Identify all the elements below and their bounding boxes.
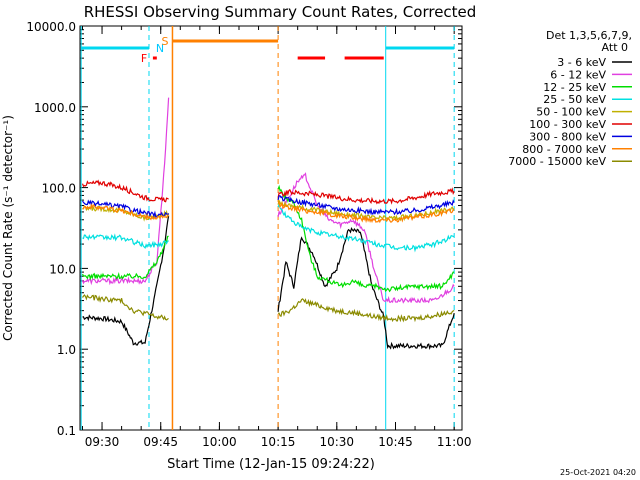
plot-area: 0.1 1.0 10.0 100.0 1000.0 10000.0 09:30 09:45 10… xyxy=(26,20,471,449)
x-tick-label: 10:00 xyxy=(202,435,237,449)
series-line xyxy=(277,172,455,304)
legend-label: 7000 - 15000 keV xyxy=(508,155,606,168)
series-line xyxy=(82,199,170,218)
series-line xyxy=(277,298,455,323)
y-tick-label: 10.0 xyxy=(49,262,76,276)
y-tick-label: 100.0 xyxy=(42,182,76,196)
flag-letter-n: N xyxy=(156,42,164,55)
series-line xyxy=(277,195,455,216)
legend-label: 25 - 50 keV xyxy=(543,93,606,106)
legend-label: 50 - 100 keV xyxy=(536,106,606,119)
series-line xyxy=(277,202,455,253)
x-tick-label: 10:30 xyxy=(319,435,354,449)
legend-header-line-1: Det 1,3,5,6,7,9, xyxy=(546,29,632,42)
legend-label: 100 - 300 keV xyxy=(529,118,606,131)
series-line xyxy=(82,233,169,250)
legend-label: 300 - 800 keV xyxy=(529,130,606,143)
x-axis-label: Start Time (12-Jan-15 09:24:22) xyxy=(167,457,375,472)
y-tick-label: 0.1 xyxy=(57,424,76,438)
series-line xyxy=(277,227,455,350)
series-line xyxy=(277,187,455,205)
flag-letter-s: S xyxy=(162,35,169,48)
legend-label: 3 - 6 keV xyxy=(557,56,606,69)
x-tick-label: 10:15 xyxy=(261,435,296,449)
series-line xyxy=(277,184,455,293)
y-tick-label: 1.0 xyxy=(57,343,76,357)
legend-label: 800 - 7000 keV xyxy=(522,143,606,156)
legend-header-line-2: Att 0 xyxy=(602,41,628,54)
series-line xyxy=(81,235,169,281)
plot-frame xyxy=(79,25,463,431)
legend-label: 6 - 12 keV xyxy=(550,68,606,81)
series-line xyxy=(82,294,169,321)
x-tick-label: 09:30 xyxy=(85,435,120,449)
footer-date: 25-Oct-2021 04:20 xyxy=(560,468,636,477)
x-tick-label: 10:45 xyxy=(378,435,413,449)
chart-title: RHESSI Observing Summary Count Rates, Co… xyxy=(84,3,477,21)
flag-letter-f: F xyxy=(141,52,147,65)
y-tick-label: 10000.0 xyxy=(26,20,76,34)
y-tick-label: 1000.0 xyxy=(34,101,76,115)
series-line xyxy=(81,179,169,203)
legend-label: 12 - 25 keV xyxy=(543,81,606,94)
x-tick-label: 09:45 xyxy=(143,435,178,449)
series-line xyxy=(82,203,170,221)
series-line xyxy=(277,201,455,224)
y-axis-label: Corrected Count Rate (s⁻¹ detector⁻¹) xyxy=(1,115,15,341)
series-line xyxy=(82,215,170,346)
x-tick-label: 11:00 xyxy=(437,435,472,449)
